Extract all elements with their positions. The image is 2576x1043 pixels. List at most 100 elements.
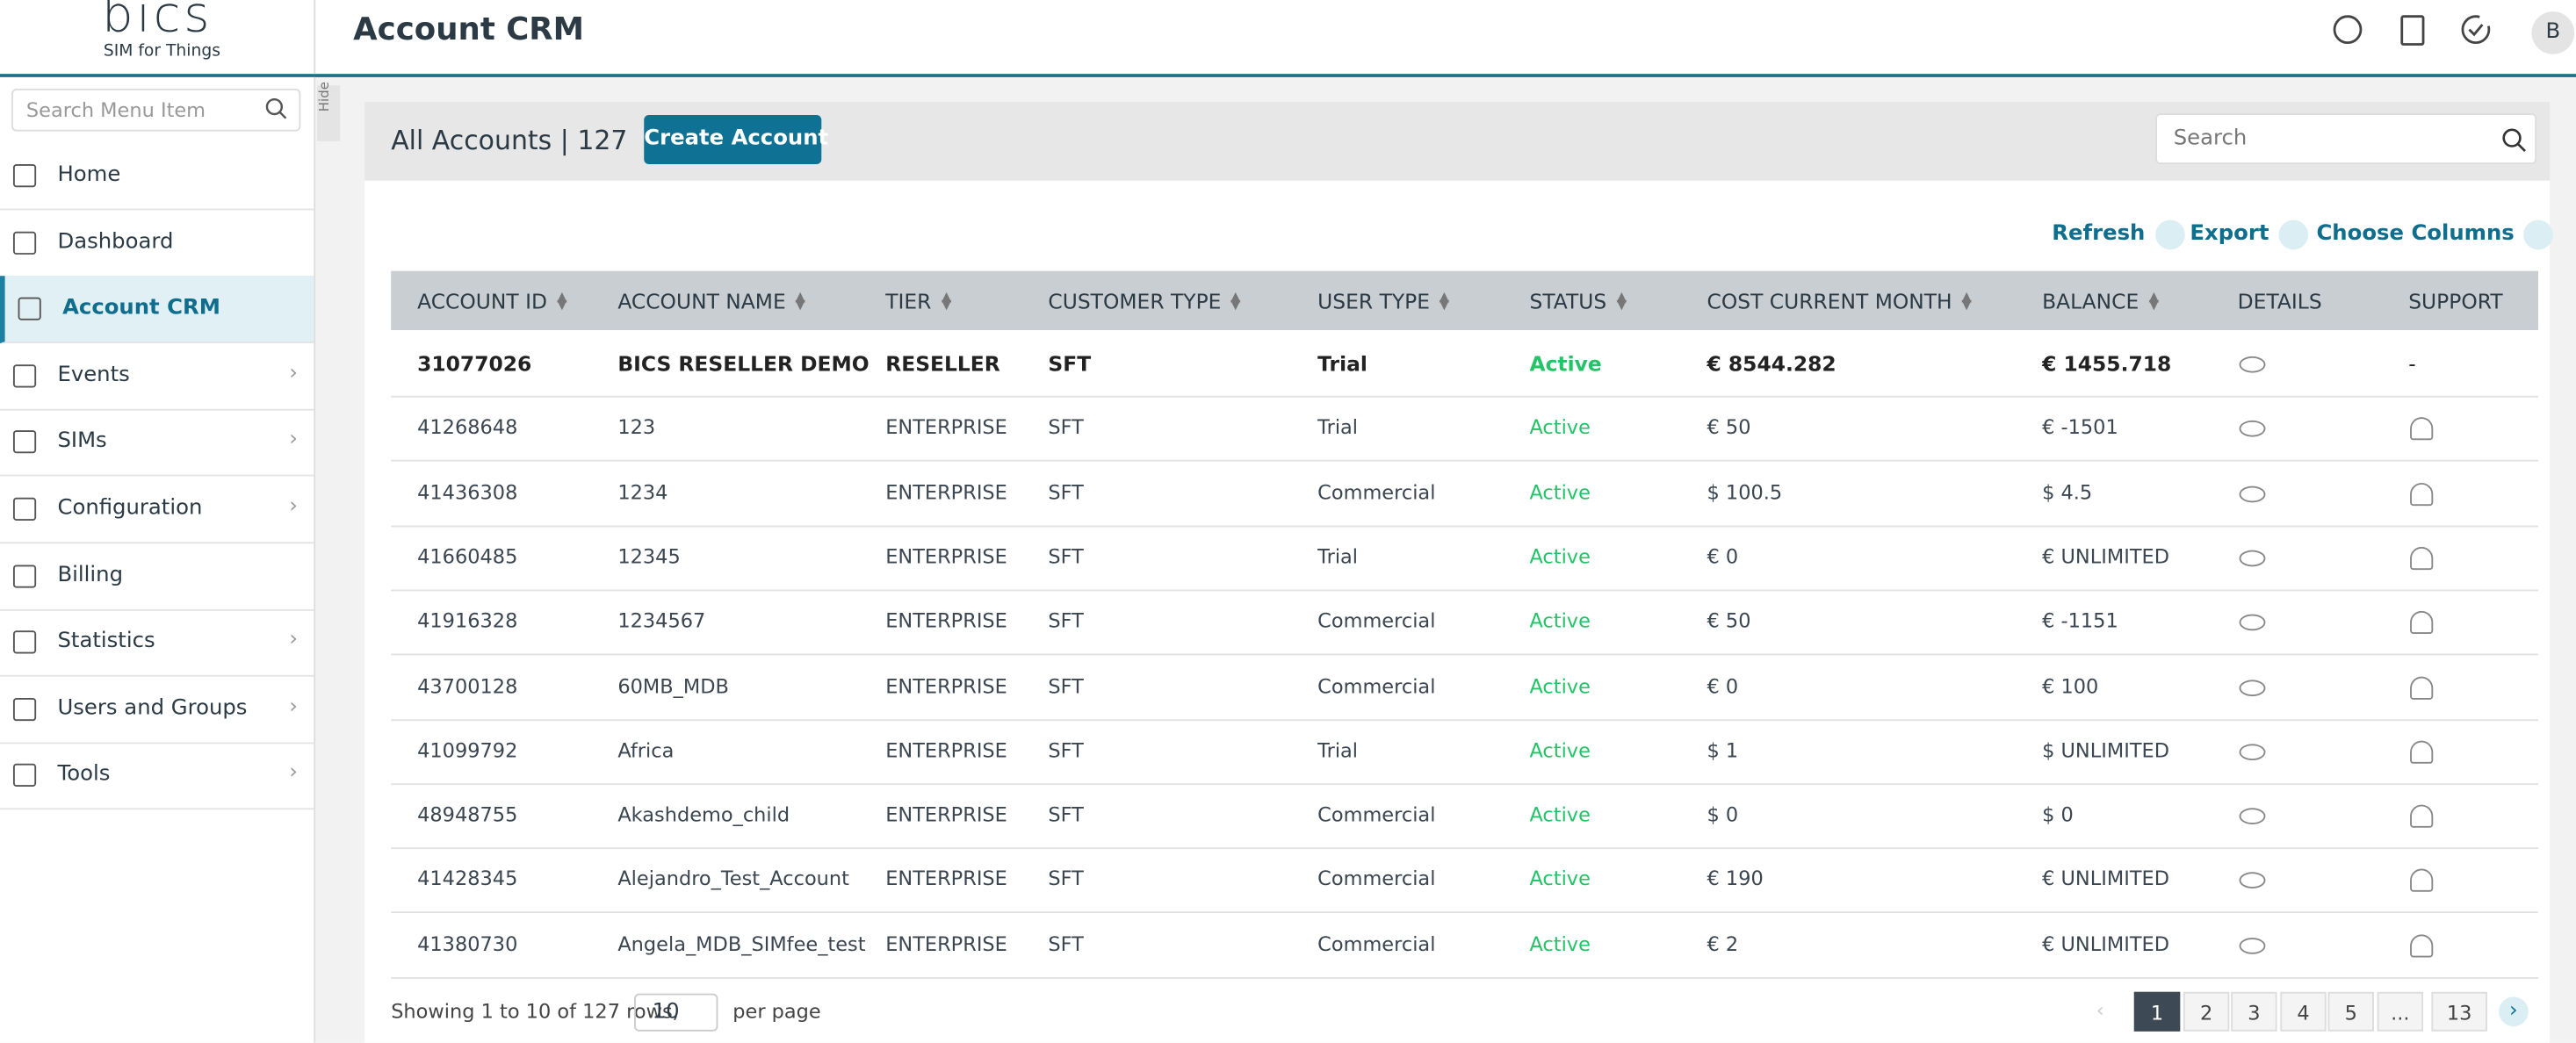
menu-label[interactable]: Tools [57,762,111,788]
support-icon[interactable] [2410,675,2434,699]
details-icon[interactable] [2239,485,2266,502]
table-cell: Commercial [1317,673,1436,698]
details-icon[interactable] [2239,872,2266,889]
details-icon[interactable] [2239,421,2266,438]
menu-icon [12,497,37,521]
table-cell: € -1501 [2042,415,2118,439]
details-icon[interactable] [2239,937,2266,954]
menu-item[interactable] [0,409,314,478]
page-button[interactable]: 13 [2431,991,2487,1032]
page-button[interactable]: 4 [2280,991,2327,1032]
support-icon[interactable] [2410,546,2434,570]
column-header[interactable]: CUSTOMER TYPE [1048,289,1222,314]
menu-item[interactable] [0,210,314,277]
submenu-chevron: › [289,627,298,652]
table-cell: $ 100.5 [1707,480,1783,504]
sort-icon[interactable]: ▲ ▼ [1616,289,1627,313]
page-button[interactable]: ... [2377,991,2424,1032]
table-action[interactable]: Export [2190,221,2269,247]
support-icon[interactable] [2410,482,2434,506]
page-button[interactable]: 2 [2183,991,2230,1032]
sort-icon[interactable]: ▲ ▼ [1230,289,1241,313]
submenu-chevron: › [289,760,298,786]
menu-search[interactable]: Search Menu Item [11,89,301,132]
menu-label[interactable]: Dashboard [57,229,174,255]
action-icon[interactable] [2523,219,2553,250]
page-button[interactable]: 3 [2231,991,2277,1032]
avatar[interactable]: B [2531,11,2575,54]
sort-icon[interactable]: ▲ ▼ [941,289,952,313]
column-header[interactable]: STATUS [1529,289,1607,314]
table-cell: SFT [1048,480,1084,504]
table-action[interactable]: Choose Columns [2316,221,2515,247]
support-icon[interactable] [2410,417,2434,441]
support-icon[interactable] [2410,869,2434,893]
menu-label[interactable]: Configuration [57,495,203,521]
menu-item[interactable] [0,343,314,411]
menu-icon [12,764,37,788]
per-page-text: per page [732,1000,821,1024]
menu-label[interactable]: Events [57,363,130,388]
column-header[interactable]: TIER [885,289,932,314]
divider [314,0,316,75]
menu-label[interactable]: Account CRM [62,296,220,321]
support-icon[interactable] [2410,933,2434,957]
table-row [391,461,2538,527]
sort-icon[interactable]: ▲ ▼ [1439,289,1450,313]
menu-item[interactable] [0,543,314,611]
hide-tab[interactable] [317,85,341,141]
menu-label[interactable]: Billing [57,562,124,587]
action-icon[interactable] [2278,219,2309,250]
table-cell: $ 0 [1707,802,1739,827]
table-row [391,590,2538,656]
column-header[interactable]: USER TYPE [1317,289,1431,314]
menu-label[interactable]: SIMs [57,428,107,454]
table-action[interactable]: Refresh [2052,221,2146,247]
create-account-button[interactable]: Create Account [644,114,828,165]
table-cell: 41428345 [417,867,518,891]
search-icon [265,97,287,119]
details-icon[interactable] [2239,679,2266,696]
menu-label[interactable]: Home [57,162,121,188]
table-row [391,912,2538,979]
hide-label[interactable]: Hide [317,82,332,112]
table-cell: BICS RESELLER DEMO [617,351,869,377]
menu-item[interactable] [0,609,314,678]
page-button[interactable]: 5 [2327,991,2374,1032]
table-cell: $ 0 [2042,802,2074,827]
page-button[interactable]: 1 [2133,991,2181,1032]
menu-icon [12,564,37,587]
page-size-select[interactable]: 10 [634,993,718,1032]
menu-item[interactable] [0,743,314,810]
action-icon[interactable] [2155,219,2185,250]
menu-item[interactable] [0,143,314,211]
column-header[interactable]: BALANCE [2042,289,2139,314]
column-header[interactable]: ACCOUNT NAME [617,289,786,314]
column-header[interactable]: ACCOUNT ID [417,289,547,314]
details-icon[interactable] [2239,550,2266,567]
details-icon[interactable] [2239,614,2266,631]
menu-item[interactable] [0,676,314,744]
table-cell: 41660485 [417,544,518,569]
details-icon[interactable] [2239,743,2266,760]
column-header[interactable]: COST CURRENT MONTH [1707,289,1952,314]
details-icon[interactable] [2239,356,2266,373]
sort-icon[interactable]: ▲ ▼ [1961,289,1972,313]
header-icons[interactable] [2329,11,2535,47]
menu-item[interactable] [0,476,314,544]
support-icon[interactable] [2410,804,2434,828]
sort-icon[interactable]: ▲ ▼ [557,289,567,313]
table-cell: 43700128 [417,673,518,698]
details-icon[interactable] [2239,808,2266,825]
support-icon[interactable] [2410,740,2434,764]
sort-icon[interactable]: ▲ ▼ [2148,289,2160,313]
menu-label[interactable]: Statistics [57,629,155,654]
prev-page[interactable]: ‹ [2096,998,2104,1022]
table-cell: Active [1529,673,1591,698]
menu-item[interactable] [0,276,314,344]
support-icon[interactable] [2410,611,2434,635]
next-page[interactable]: › [2499,996,2529,1027]
table-search[interactable]: Search [2155,113,2537,165]
menu-label[interactable]: Users and Groups [57,695,248,721]
sort-icon[interactable]: ▲ ▼ [795,289,805,313]
